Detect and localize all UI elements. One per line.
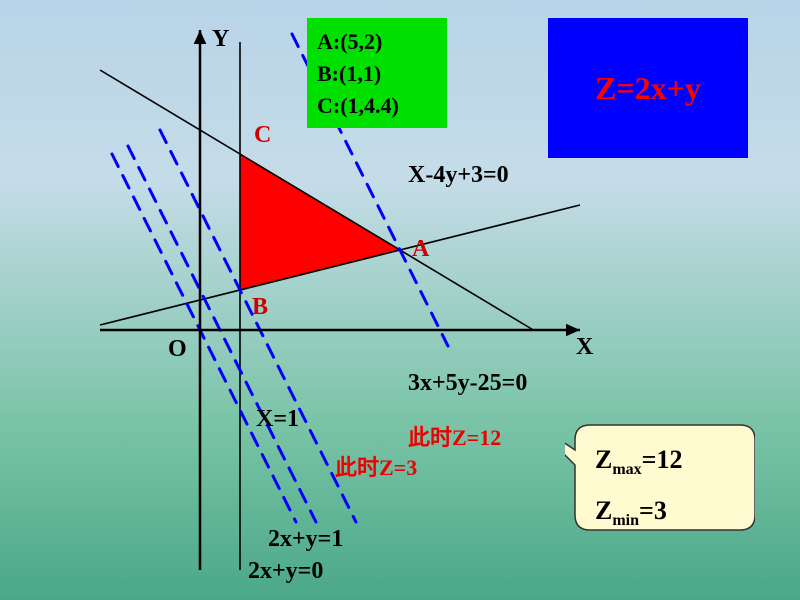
- vertex-label-c: C: [254, 122, 271, 149]
- objective-box: Z=2x+y: [548, 18, 748, 158]
- x-axis-label: X: [576, 334, 593, 361]
- objective-text: Z=2x+y: [595, 70, 701, 107]
- level-label-2x_plus_y_0: 2x+y=0: [248, 558, 323, 585]
- origin-label: O: [168, 336, 187, 363]
- constraint-label-x_eq_1: X=1: [256, 406, 299, 433]
- zmax-line: Zmax=12: [595, 435, 683, 486]
- constraint-label-3x_plus_5y_minus_25: 3x+5y-25=0: [408, 370, 527, 397]
- annotation-z12: 此时Z=12: [408, 420, 501, 452]
- callout-text: Zmax=12 Zmin=3: [595, 435, 683, 536]
- diagram-stage: A:(5,2) B:(1,1) C:(1,4.4) Z=2x+y Zmax=12…: [0, 0, 800, 600]
- level-label-2x_plus_y_1: 2x+y=1: [268, 526, 343, 553]
- annotation-z3: 此时Z=3: [335, 450, 417, 482]
- vertex-label-b: B: [252, 294, 268, 321]
- point-a-line: A:(5,2): [317, 26, 437, 58]
- point-c-line: C:(1,4.4): [317, 90, 437, 122]
- zmin-line: Zmin=3: [595, 486, 683, 537]
- constraint-label-x_minus_4y_plus_3: X-4y+3=0: [408, 162, 509, 189]
- result-callout: Zmax=12 Zmin=3: [565, 410, 755, 540]
- vertex-label-a: A: [412, 236, 429, 263]
- point-b-line: B:(1,1): [317, 58, 437, 90]
- points-box: A:(5,2) B:(1,1) C:(1,4.4): [307, 18, 447, 128]
- y-axis-label: Y: [212, 26, 229, 53]
